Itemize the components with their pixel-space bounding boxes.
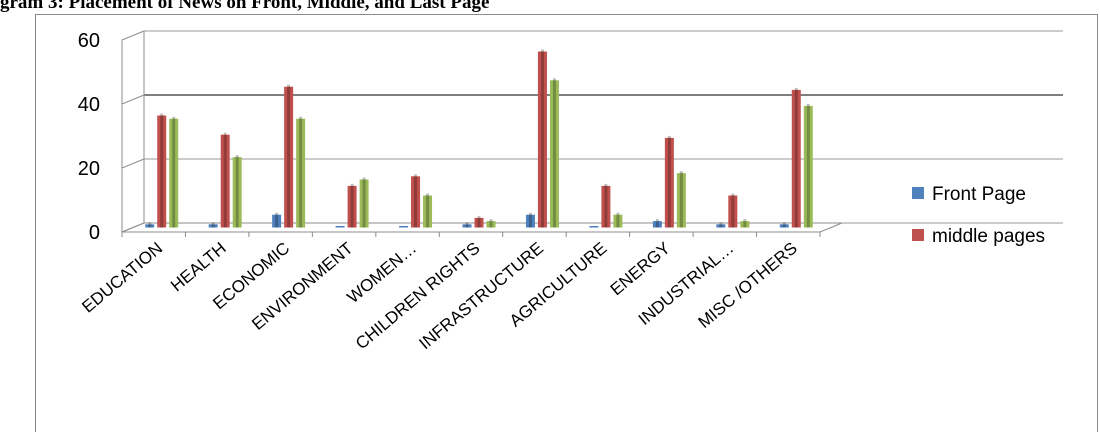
legend-label: middle pages	[932, 226, 1045, 247]
bar-highlight	[350, 183, 354, 228]
x-tick-label: INFRASTRUCTURE	[415, 239, 547, 354]
y-tick-label: 60	[78, 30, 100, 52]
bar-last-page	[423, 195, 433, 228]
bar-middle-pages	[157, 115, 167, 228]
gridline-side	[121, 94, 145, 105]
bar-highlight	[679, 171, 683, 228]
bar-middle-pages	[474, 217, 484, 228]
bars	[145, 49, 813, 228]
bar-front-page	[399, 226, 409, 228]
bar-highlight	[552, 78, 556, 228]
bar-highlight	[806, 103, 810, 228]
x-tick-label: EDUCATION	[78, 239, 166, 317]
bar-front-page	[145, 224, 155, 228]
bar-last-page	[613, 214, 623, 228]
bar-middle-pages	[347, 185, 357, 228]
bar-highlight	[540, 49, 544, 228]
legend-swatch	[912, 187, 924, 199]
bar-front-page	[779, 224, 789, 228]
bar-last-page	[169, 118, 179, 228]
legend-swatch	[912, 229, 924, 241]
bar-highlight	[604, 183, 608, 228]
bar-last-page	[803, 105, 813, 228]
bar-last-page	[676, 173, 686, 228]
bar-highlight	[743, 219, 747, 228]
bar-highlight	[362, 177, 366, 228]
bar-highlight	[211, 222, 215, 228]
axes	[121, 31, 843, 237]
bar-highlight	[528, 212, 532, 228]
bar-highlight	[477, 215, 481, 228]
bar-highlight	[160, 113, 164, 228]
bar-middle-pages	[220, 134, 230, 228]
bar-front-page	[716, 224, 726, 228]
bar-front-page	[272, 214, 282, 228]
bar-front-page	[589, 226, 599, 228]
gridline-side	[121, 30, 145, 41]
bar-middle-pages	[791, 89, 801, 228]
y-tick-label: 0	[89, 222, 100, 244]
bar-last-page	[740, 221, 750, 228]
bar-highlight	[426, 193, 430, 228]
y-tick-label: 40	[78, 94, 100, 116]
bar-highlight	[731, 193, 735, 228]
bar-highlight	[616, 212, 620, 228]
bar-middle-pages	[537, 51, 547, 228]
bar-highlight	[489, 219, 493, 228]
bar-highlight	[235, 155, 239, 228]
bar-highlight	[667, 135, 671, 228]
bar-front-page	[462, 224, 472, 228]
legend: Front Page middle pages	[912, 184, 1045, 247]
bar-front-page	[208, 224, 218, 228]
bar-highlight	[287, 84, 291, 228]
bar-highlight	[148, 222, 152, 228]
gridline-side	[121, 158, 145, 169]
chart-floor	[121, 222, 843, 233]
bar-last-page	[486, 221, 496, 228]
bar-highlight	[275, 212, 279, 228]
x-tick-labels: EDUCATION HEALTHECONOMICENVIRONMENTWOMEN……	[78, 239, 800, 354]
bar-middle-pages	[728, 195, 738, 228]
bar-last-page	[232, 157, 242, 228]
bar-last-page	[296, 118, 306, 228]
bar-highlight	[719, 222, 723, 228]
bar-front-page	[652, 221, 662, 228]
bar-highlight	[465, 222, 469, 228]
bar-middle-pages	[284, 86, 294, 228]
bar-last-page	[359, 179, 369, 228]
bar-highlight	[414, 174, 418, 228]
bar-front-page	[525, 214, 535, 228]
bar-front-page	[335, 226, 345, 228]
chart-frame	[35, 14, 1098, 432]
y-tick-labels: 0 20 40 60	[78, 30, 100, 244]
chart-title: gram 3: Placement of News on Front, Midd…	[0, 0, 490, 13]
bar-highlight	[223, 132, 227, 228]
bar-highlight	[794, 87, 798, 228]
y-tick-label: 20	[78, 158, 100, 180]
bar-last-page	[549, 80, 559, 228]
bar-middle-pages	[411, 176, 421, 228]
gridlines	[121, 30, 1063, 233]
x-tick-label: HEALTH	[167, 239, 230, 296]
legend-label: Front Page	[932, 184, 1026, 205]
bar-highlight	[172, 116, 176, 228]
bar-highlight	[655, 219, 659, 228]
bar-highlight	[299, 116, 303, 228]
bar-middle-pages	[664, 137, 674, 228]
bar-highlight	[782, 222, 786, 228]
bar-middle-pages	[601, 185, 611, 228]
